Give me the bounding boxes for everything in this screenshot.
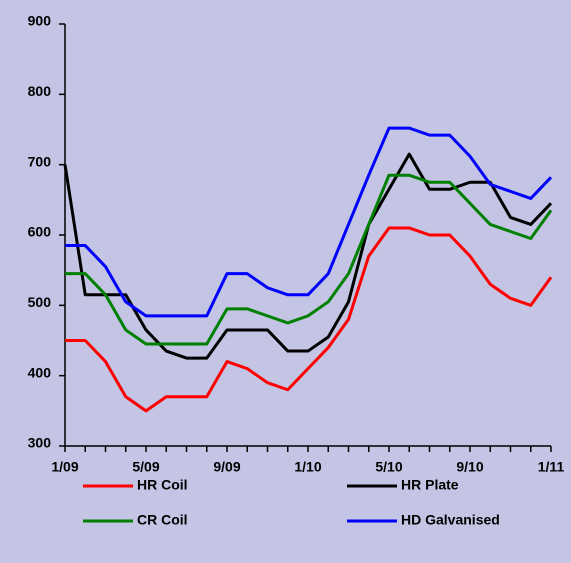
series-line [65, 226, 553, 413]
x-tick-label: 1/10 [294, 459, 321, 475]
y-tick-label: 800 [28, 83, 52, 99]
series-line [65, 126, 553, 318]
x-tick-label: 5/09 [132, 459, 159, 475]
series-line [63, 152, 553, 360]
legend-label: HR Plate [401, 477, 459, 493]
y-tick-label: 300 [28, 435, 52, 451]
x-tick-label: 1/11 [538, 459, 565, 475]
y-tick-label: 600 [28, 224, 52, 240]
legend-label: HR Coil [137, 477, 188, 493]
x-tick-label: 9/10 [456, 459, 483, 475]
y-tick-label: 400 [28, 364, 52, 380]
x-tick-label: 1/09 [51, 459, 78, 475]
legend-label: CR Coil [137, 512, 188, 528]
x-tick-label: 5/10 [375, 459, 402, 475]
legend-label: HD Galvanised [401, 512, 500, 528]
series-line [65, 173, 553, 346]
y-tick-label: 500 [28, 294, 52, 310]
x-tick-label: 9/09 [213, 459, 240, 475]
y-tick-label: 700 [28, 153, 52, 169]
y-tick-label: 900 [28, 13, 52, 29]
